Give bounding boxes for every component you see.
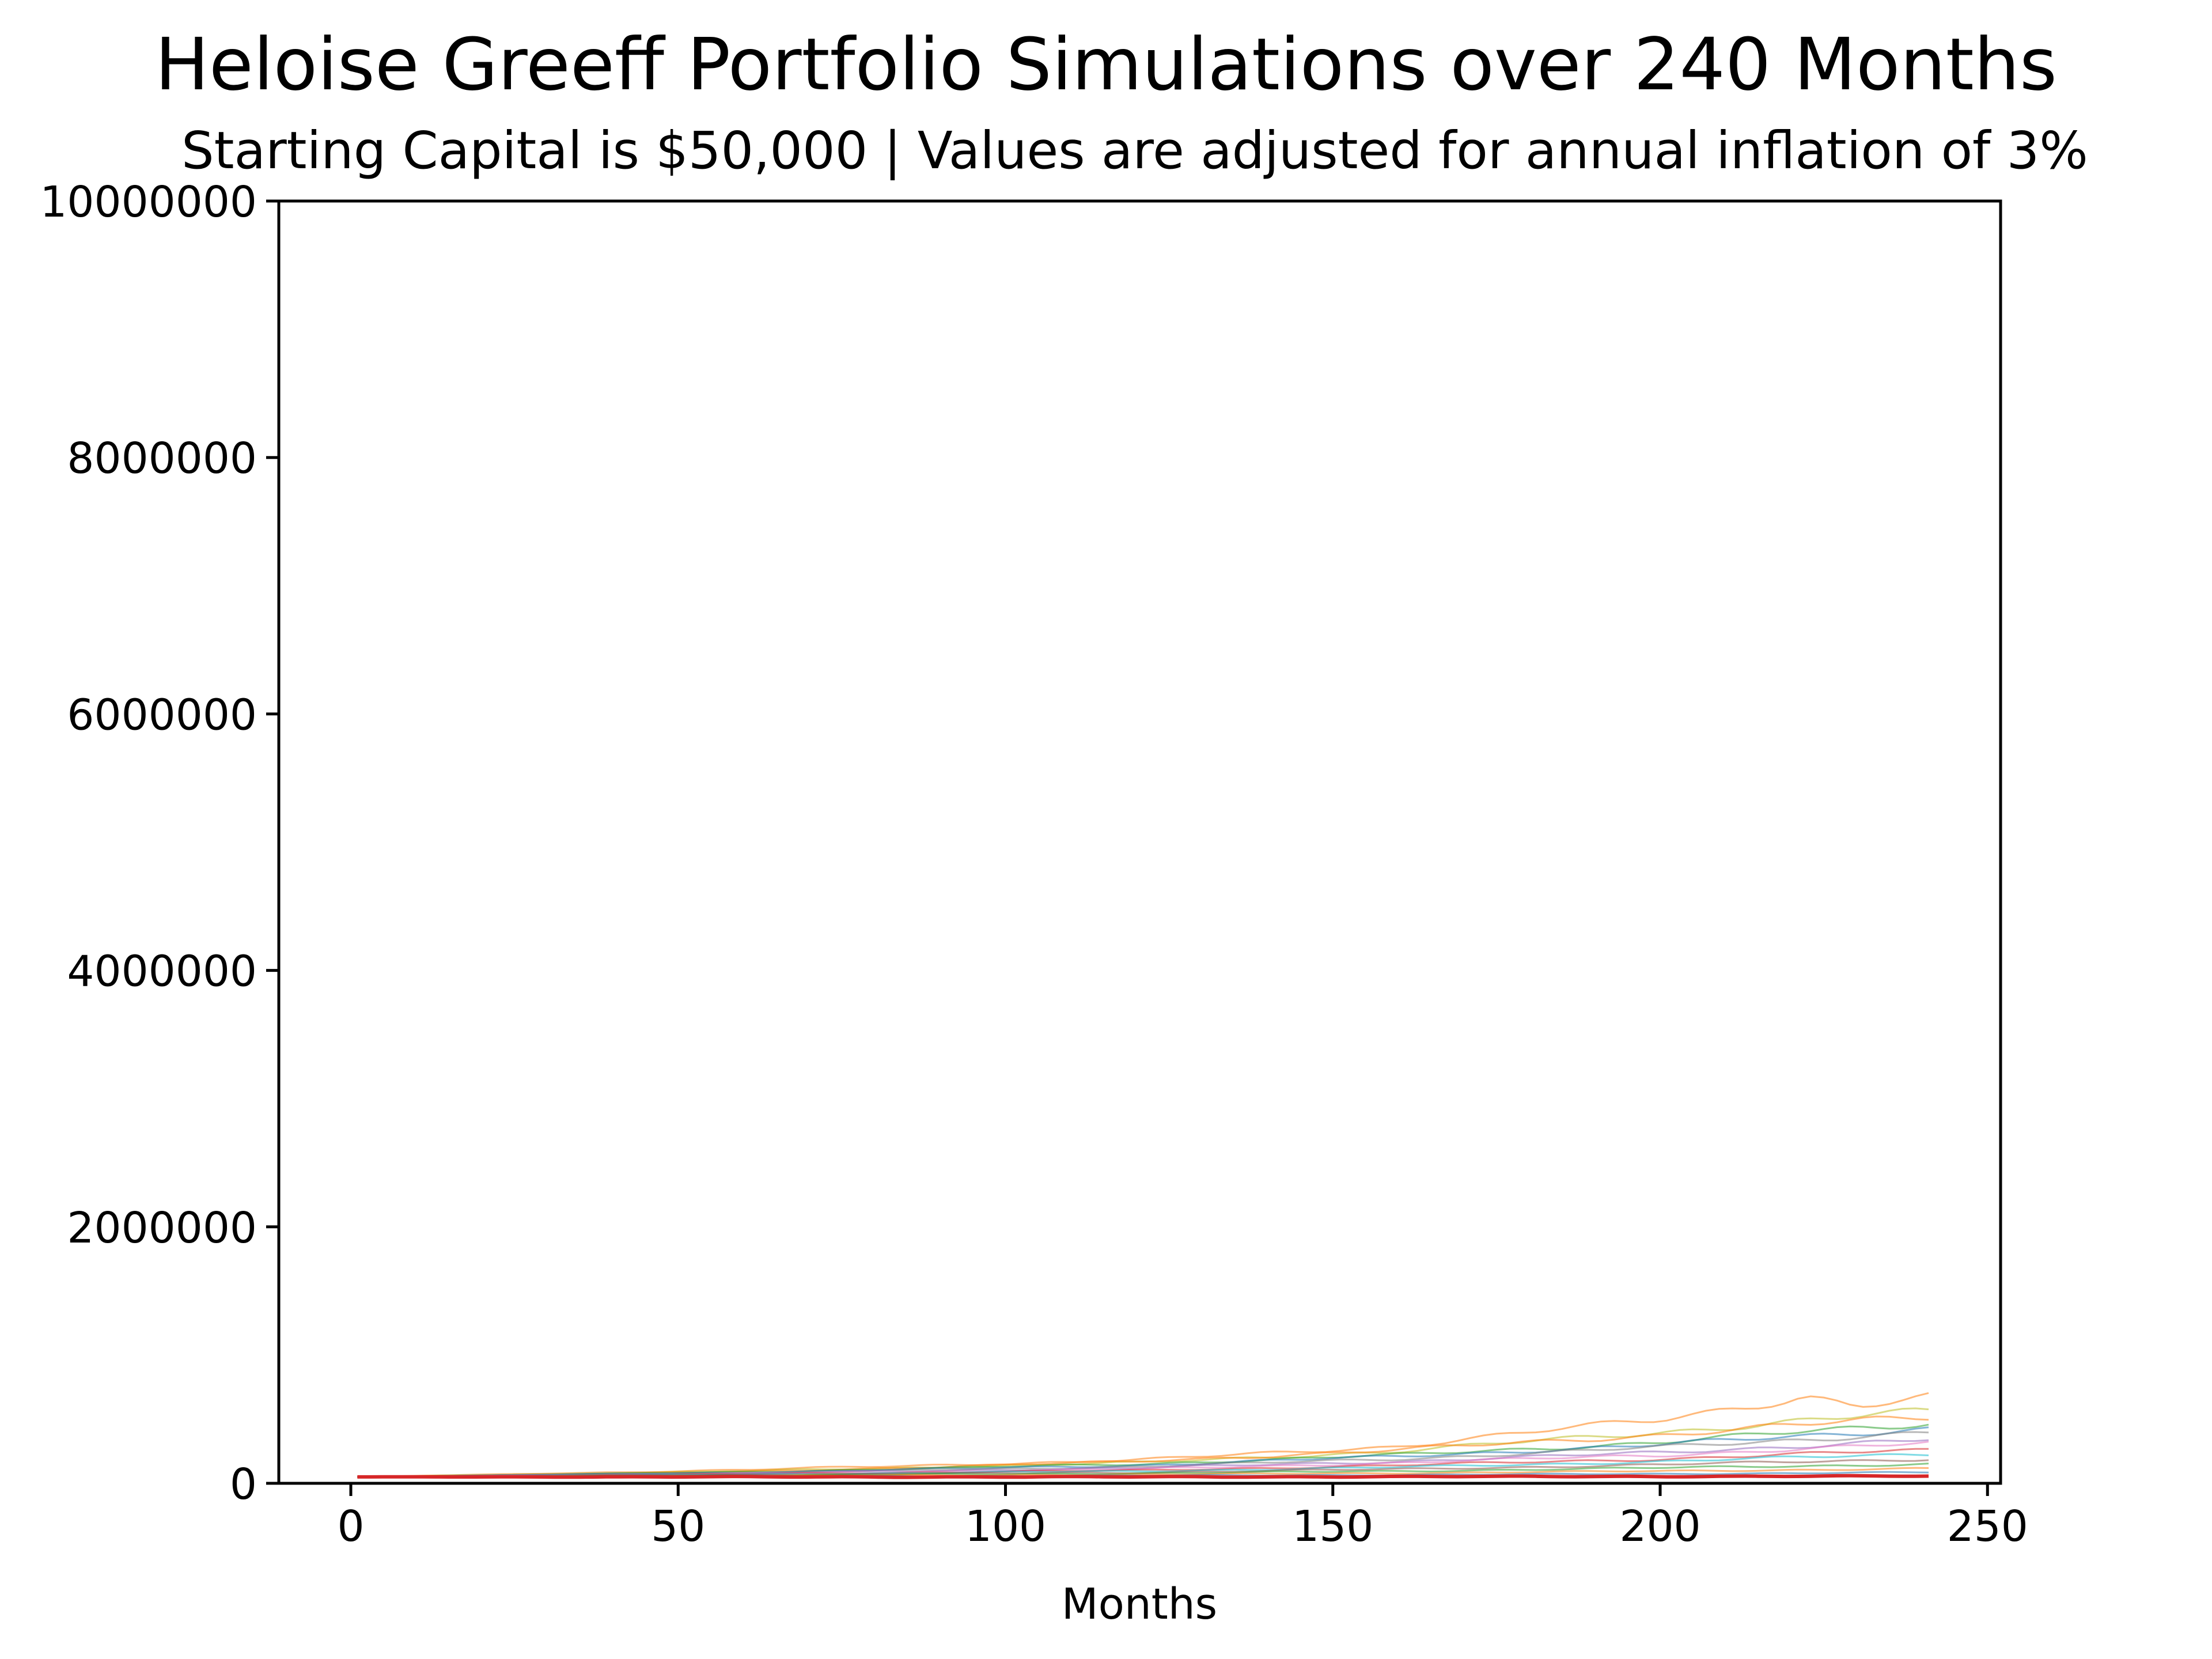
chart-title: Heloise Greeff Portfolio Simulations ove… [155,23,2057,107]
x-axis-label: Months [1062,1580,1218,1629]
y-tick-label: 2000000 [67,1203,257,1253]
x-tick-label: 200 [1619,1502,1700,1551]
x-tick-label: 150 [1292,1502,1373,1551]
x-tick-label: 250 [1947,1502,2028,1551]
x-tick-label: 0 [337,1502,364,1551]
simulation-lines [357,1392,1929,1479]
simulation-line [357,1392,1929,1478]
axis-ticks: 0 50 100 150 200 250 0 2000000 4000000 6000000 800… [40,177,2028,1551]
x-tick-label: 50 [651,1502,705,1551]
simulation-line [357,1474,1929,1479]
y-tick-label: 6000000 [67,690,257,740]
x-tick-label: 100 [965,1502,1046,1551]
plot-frame [277,199,2002,1485]
y-tick-label: 8000000 [67,434,257,483]
y-tick-label: 4000000 [67,947,257,997]
y-tick-label: 0 [230,1460,257,1509]
chart-subtitle: Starting Capital is $50,000 | Values are… [181,120,2088,181]
y-tick-label: 10000000 [40,177,257,227]
